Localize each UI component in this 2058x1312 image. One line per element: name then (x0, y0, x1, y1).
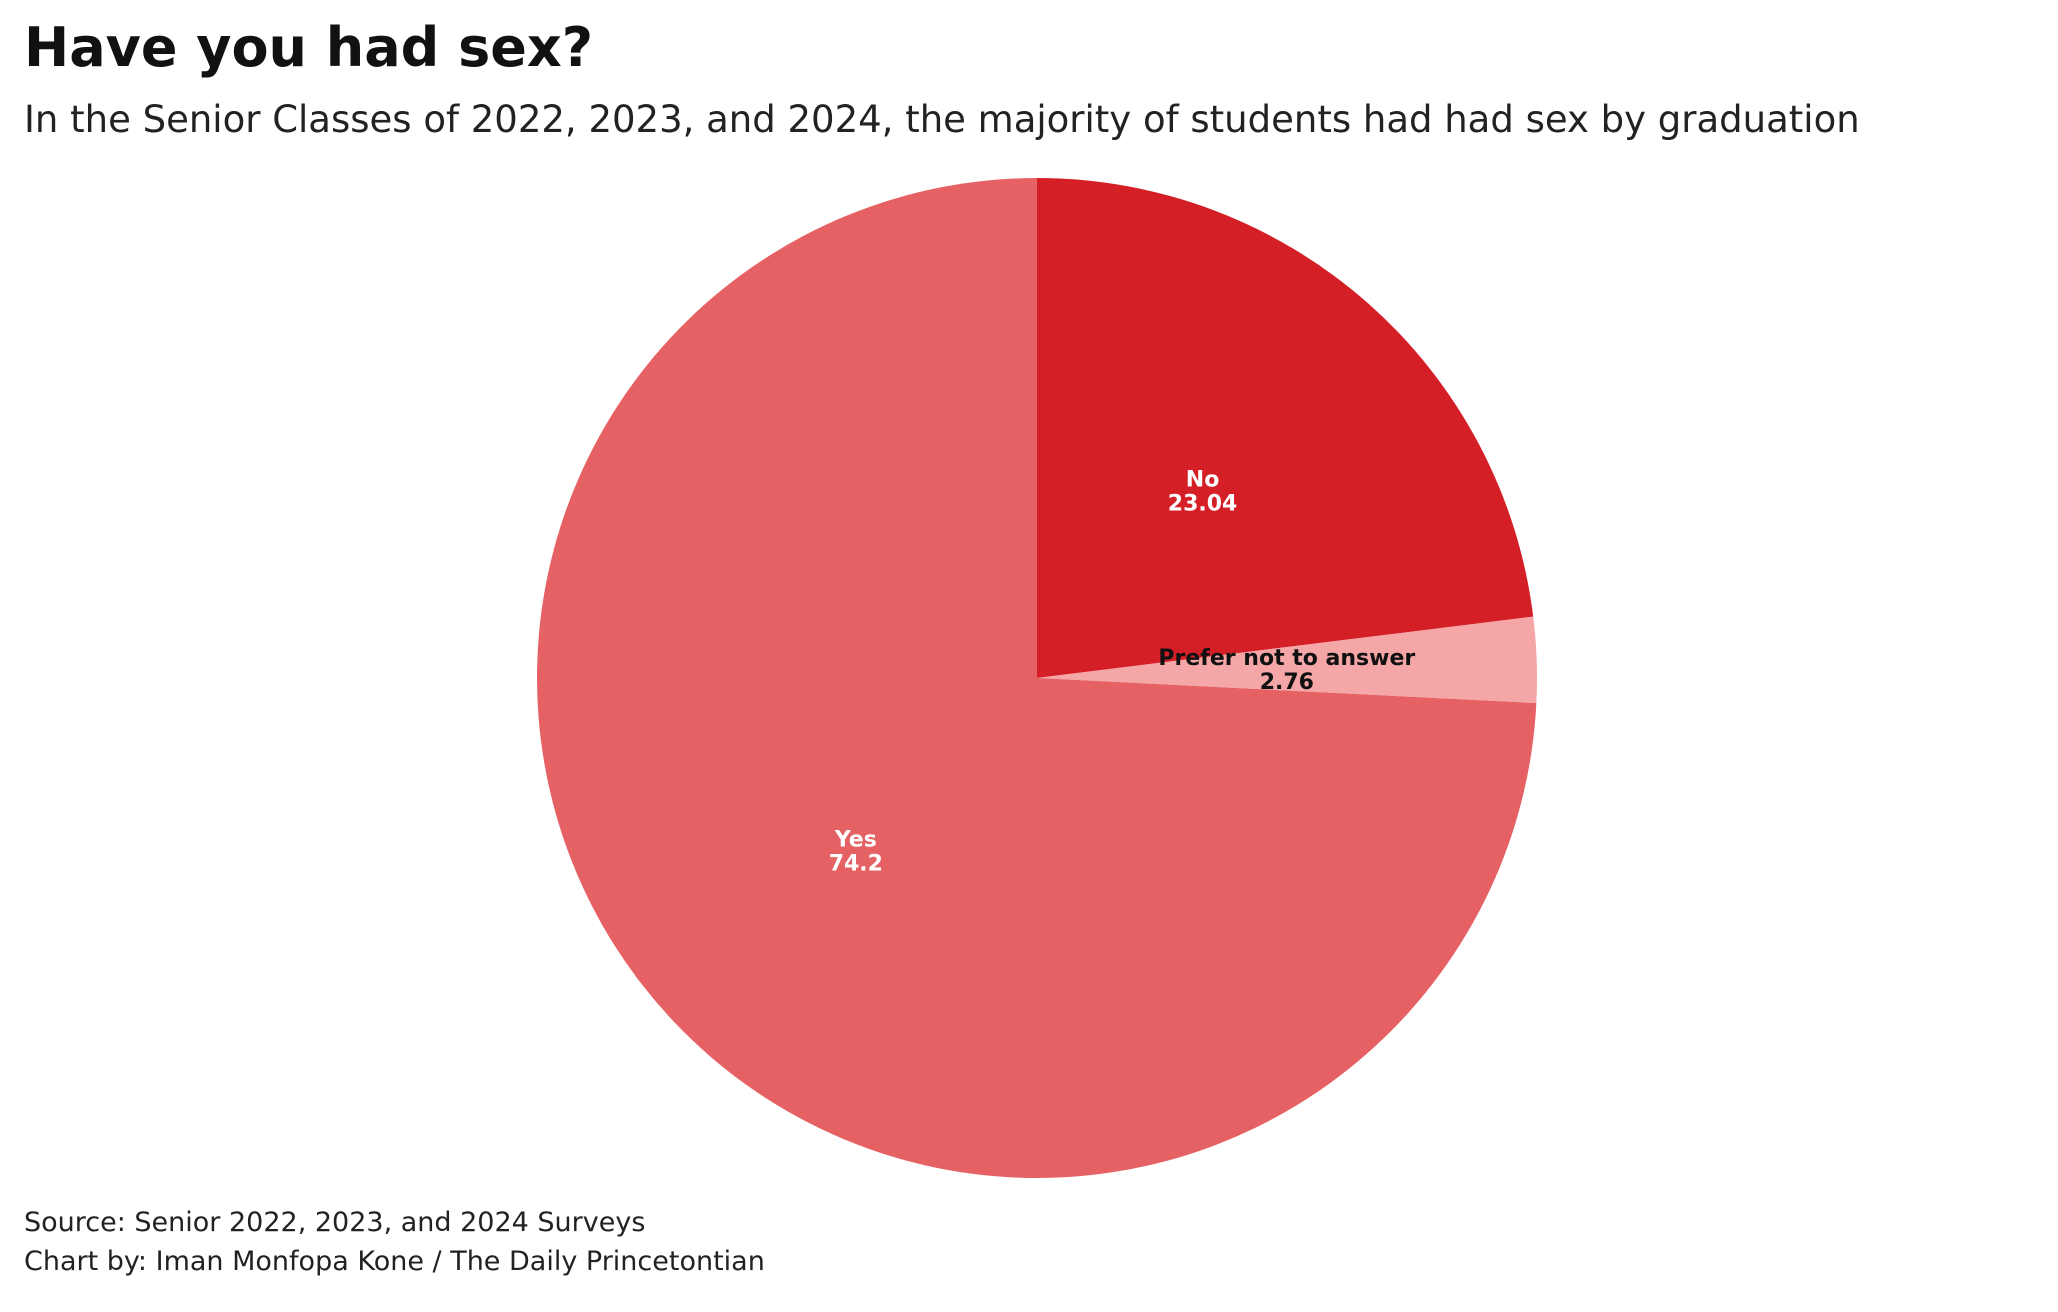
slice-label-no: No (1186, 468, 1220, 493)
pie-slice-yes (537, 177, 1537, 1178)
chart-subtitle: In the Senior Classes of 2022, 2023, and… (24, 98, 1860, 141)
slice-value-no: 23.04 (1168, 492, 1238, 517)
slice-value-prefer-not-to-answer: 2.76 (1260, 670, 1314, 695)
pie-slice-no (1037, 178, 1534, 678)
slice-label-prefer-not-to-answer: Prefer not to answer (1158, 646, 1415, 671)
source-note: Source: Senior 2022, 2023, and 2024 Surv… (24, 1207, 646, 1238)
credit-note: Chart by: Iman Monfopa Kone / The Daily … (24, 1246, 765, 1277)
chart-footer: Source: Senior 2022, 2023, and 2024 Surv… (24, 1203, 765, 1281)
pie-slices (537, 177, 1537, 1178)
slice-value-yes: 74.2 (829, 851, 883, 876)
pie-slice-prefer-not-to-answer (1037, 616, 1537, 704)
slice-label-yes: Yes (834, 827, 877, 852)
chart-title: Have you had sex? (24, 16, 594, 79)
